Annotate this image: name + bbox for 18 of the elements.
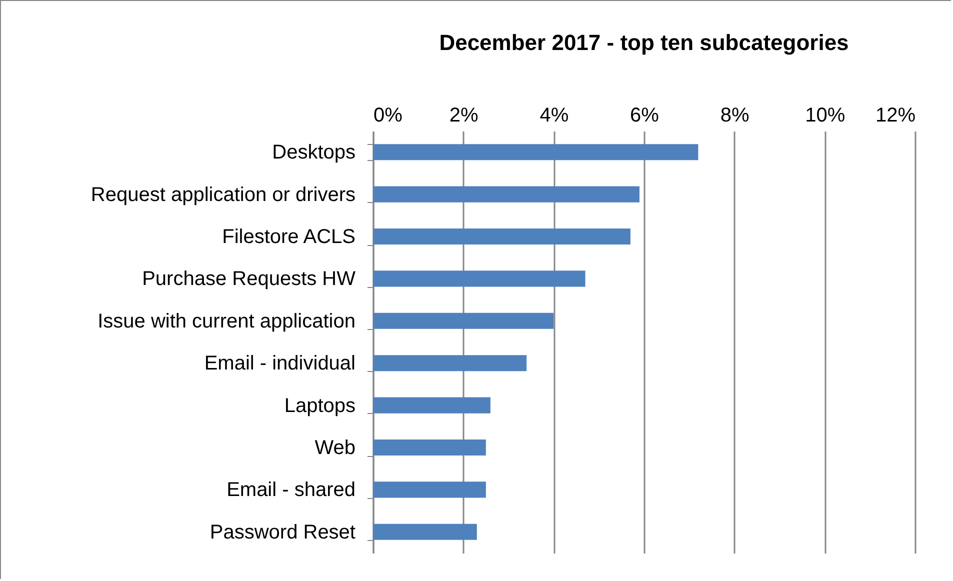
y-tick-label: Email - individual <box>204 352 356 375</box>
y-tick-label: Desktops <box>272 142 356 164</box>
x-tick-label: 8% <box>720 104 750 126</box>
chart-title: December 2017 - top ten subcategories <box>439 30 849 55</box>
y-tick-label: Email - shared <box>226 479 356 502</box>
x-tick-label: 6% <box>630 104 660 126</box>
y-tick-label: Laptops <box>284 394 356 417</box>
x-tick-label: 0% <box>374 104 403 126</box>
y-tick-label: Purchase Requests HW <box>142 268 356 290</box>
y-tick-label: Password Reset <box>210 521 356 544</box>
y-tick-label: Request application or drivers <box>90 184 356 206</box>
y-tick-label: Web <box>314 437 356 459</box>
y-tick-label: Filestore ACLS <box>222 226 356 248</box>
x-tick-label: 4% <box>540 104 569 126</box>
x-tick-label: 10% <box>805 104 846 126</box>
x-tick-label: 2% <box>449 104 479 126</box>
x-tick-label: 12% <box>875 104 916 126</box>
y-tick-label: Issue with current application <box>98 310 356 332</box>
